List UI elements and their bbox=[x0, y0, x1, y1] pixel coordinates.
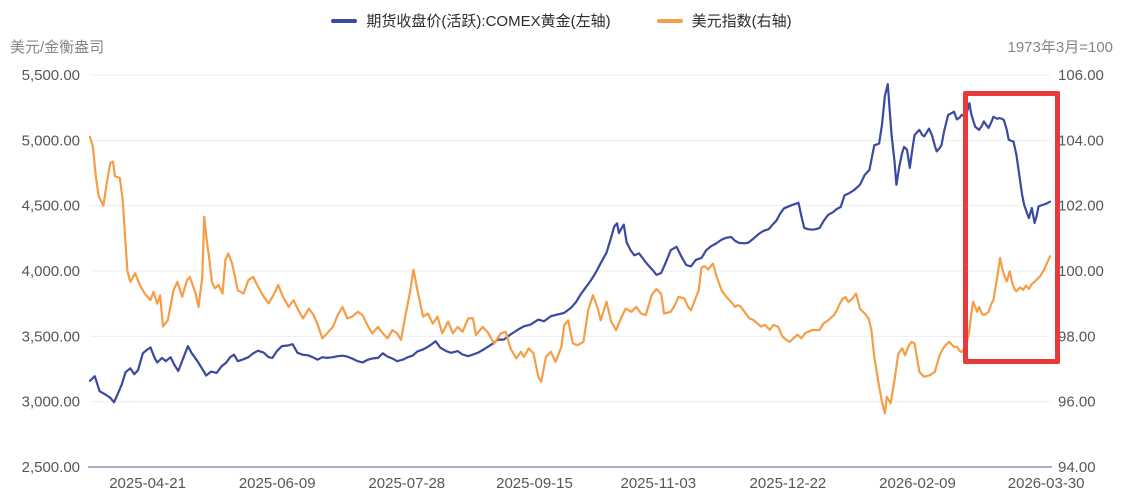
usd-index-series-marker bbox=[656, 18, 683, 23]
gold-price-line bbox=[88, 82, 1052, 404]
right-axis-tick: 100.00 bbox=[1058, 263, 1104, 280]
left-axis-tick: 4,500.00 bbox=[22, 198, 80, 215]
legend-item-gold[interactable]: 期货收盘价(活跃):COMEX黄金(左轴) bbox=[331, 10, 611, 31]
gold-series-marker bbox=[331, 18, 358, 23]
x-axis-tick: 2025-06-09 bbox=[239, 475, 316, 492]
x-axis-tick: 2025-04-21 bbox=[109, 475, 186, 492]
right-axis-tick: 94.00 bbox=[1058, 459, 1096, 476]
right-axis-tick: 102.00 bbox=[1058, 198, 1104, 215]
left-axis-tick: 2,500.00 bbox=[22, 459, 80, 476]
legend: 期货收盘价(活跃):COMEX黄金(左轴) 美元指数(右轴) bbox=[0, 10, 1123, 31]
left-axis-tick: 3,000.00 bbox=[22, 394, 80, 411]
x-axis-tick: 2026-03-30 bbox=[1008, 475, 1085, 492]
usd-index-line bbox=[88, 136, 1052, 415]
right-axis-tick: 96.00 bbox=[1058, 394, 1096, 411]
x-axis-tick: 2025-09-15 bbox=[496, 475, 573, 492]
right-axis-tick: 104.00 bbox=[1058, 132, 1104, 149]
left-axis-tick: 3,500.00 bbox=[22, 328, 80, 345]
right-axis-tick: 106.00 bbox=[1058, 67, 1104, 84]
left-axis-tick: 5,500.00 bbox=[22, 67, 80, 84]
right-axis-unit-label: 1973年3月=100 bbox=[1007, 39, 1114, 56]
x-axis-tick: 2026-02-09 bbox=[879, 475, 956, 492]
gold-series-label: 期货收盘价(活跃):COMEX黄金(左轴) bbox=[366, 13, 611, 30]
x-axis-tick: 2025-11-03 bbox=[621, 475, 697, 492]
legend-item-usd-index[interactable]: 美元指数(右轴) bbox=[656, 10, 792, 31]
x-axis-tick: 2025-12-22 bbox=[750, 475, 827, 492]
left-axis-unit-label: 美元/金衡盎司 bbox=[10, 39, 105, 56]
x-axis-tick: 2025-07-28 bbox=[368, 475, 445, 492]
left-axis-tick: 5,000.00 bbox=[22, 132, 80, 149]
right-axis-tick: 98.00 bbox=[1058, 328, 1096, 345]
usd-index-series-label: 美元指数(右轴) bbox=[691, 13, 792, 30]
left-axis-tick: 4,000.00 bbox=[22, 263, 80, 280]
